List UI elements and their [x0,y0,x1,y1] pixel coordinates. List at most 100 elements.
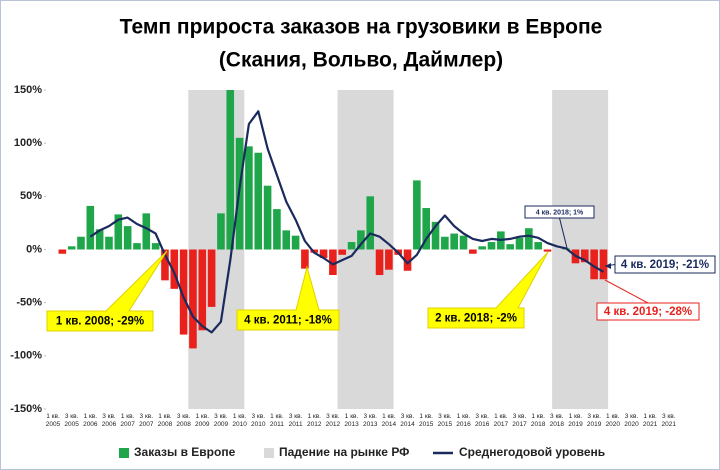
x-tick-label: 3 кв. 2021 [661,413,676,428]
shaded-period [337,90,394,409]
bar [254,152,263,250]
bar [291,235,300,250]
bar [478,246,486,250]
bar [133,243,141,250]
bar [170,249,179,289]
annotation-leader [604,279,649,304]
annotation-callout [427,251,549,329]
bar [487,242,496,250]
bar [515,237,524,250]
bar [114,214,123,250]
x-tick-label: 3 кв. 2018 [549,413,565,428]
bar [431,221,440,250]
bar [226,90,235,250]
bar [263,185,272,250]
annotation-text: 1 кв. 2008; -29% [56,316,144,328]
bar [385,249,393,270]
bar [161,249,169,281]
bar [525,228,533,250]
annotation-text: 4 кв. 2019; -21% [621,259,709,271]
y-tick-label: 50% [20,190,42,202]
bar [469,249,477,254]
annotation-callout [236,265,340,331]
bar [301,249,309,269]
annotation-text: 4 кв. 2018; 1% [536,209,584,216]
annotation-text: 4 кв. 2011; -18% [244,315,332,327]
x-tick-label: 1 кв. 2011 [269,413,284,428]
bar [590,249,598,280]
x-tick-label: 1 кв. 2006 [83,413,98,428]
x-tick-label: 3 кв. 2010 [251,413,266,428]
x-tick-label: 1 кв. 2021 [642,413,658,428]
x-tick-label: 3 кв. 2007 [139,413,154,428]
annotation-text: 2 кв. 2018; -2% [435,313,517,325]
x-tick-label: 3 кв. 2013 [362,413,378,428]
annotation-box [596,302,700,321]
y-tick-label: 150% [14,84,42,96]
x-tick-label: 3 кв. 2017 [512,413,527,428]
x-tick-label: 3 кв. 2019 [586,413,602,428]
bar [599,249,608,280]
legend-label: Заказы в Европе [134,445,236,459]
legend-label: Падение на рынке РФ [279,445,409,459]
x-tick-label: 3 кв. 2012 [325,413,341,428]
bar [357,230,365,250]
bar [581,249,589,263]
x-tick-label: 1 кв. 2020 [605,413,621,428]
legend-swatch [264,448,274,458]
annotation-box [524,205,595,219]
annotation-leader [559,217,568,249]
bar [95,229,104,250]
chart-title: Темп прироста заказов на грузовики в Евр… [120,16,603,39]
x-tick-label: 1 кв. 2015 [418,413,434,428]
x-tick-label: 1 кв. 2014 [381,413,397,428]
bar [347,242,356,250]
y-tick-label: -50% [16,297,42,309]
bar [273,209,281,250]
x-tick-label: 1 кв. 2012 [307,413,322,428]
x-tick-label: 1 кв. 2016 [456,413,471,428]
bar [245,146,253,250]
chart-subtitle: (Скания, Вольво, Даймлер) [219,49,503,72]
bar [151,243,160,250]
bar [413,180,421,250]
x-tick-label: 1 кв. 2018 [530,413,546,428]
bar [207,249,216,307]
bar [319,249,328,259]
x-tick-label: 1 кв. 2013 [344,413,359,428]
bar [450,233,458,250]
x-tick-label: 3 кв. 2008 [176,413,191,428]
x-tick-label: 3 кв. 2009 [213,413,229,428]
bar [403,249,412,271]
legend-label: Среднегодовой уровень [459,445,605,459]
x-tick-label: 3 кв. 2011 [288,413,303,428]
x-tick-label: 1 кв. 2019 [568,413,583,428]
bar [86,205,95,250]
x-tick-label: 3 кв. 2020 [624,413,639,428]
bar [67,246,76,250]
annotation-arrowhead [605,263,611,269]
bar [506,244,514,250]
bar [543,249,552,252]
bar [77,236,85,250]
bar [217,213,225,250]
bar [179,249,188,335]
y-tick-label: 100% [14,137,42,149]
bar [329,249,337,276]
bar [282,230,291,250]
average-line [89,110,605,334]
bar [338,249,347,255]
y-tick-label: -150% [10,403,42,415]
x-tick-label: 3 кв. 2016 [474,413,490,428]
x-tick-label: 1 кв. 2005 [45,413,61,428]
bar [375,249,384,276]
x-tick-label: 1 кв. 2008 [157,413,173,428]
annotation-callout [46,250,168,332]
bar [123,226,132,250]
x-tick-label: 3 кв. 2014 [400,413,415,428]
annotation-box [614,255,716,274]
legend-swatch [119,448,129,458]
x-tick-label: 1 кв. 2010 [232,413,247,428]
